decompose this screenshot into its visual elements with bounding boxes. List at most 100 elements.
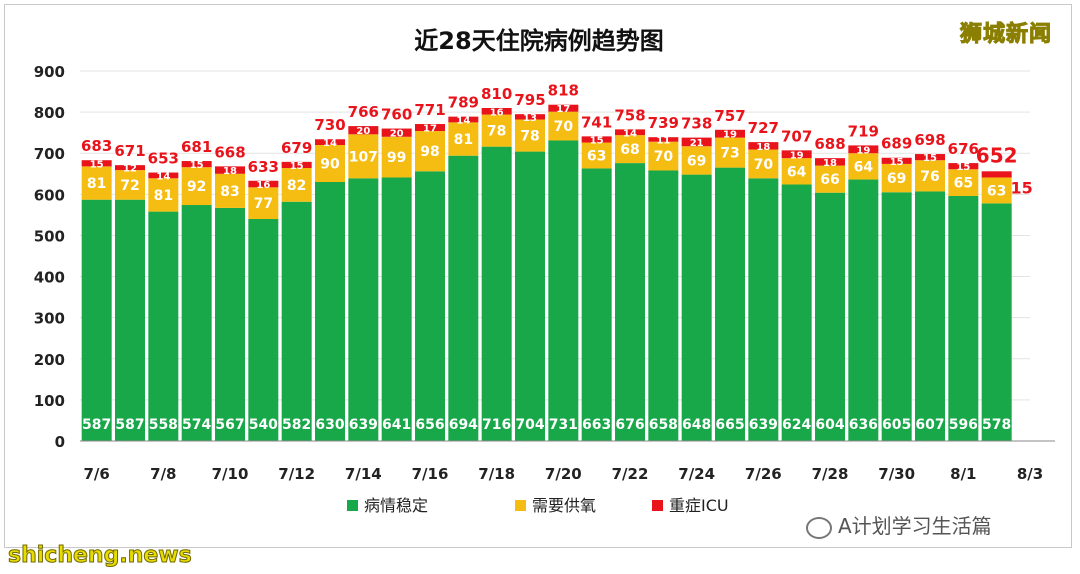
total-label: 741 xyxy=(581,113,612,131)
bar-stable xyxy=(715,167,745,441)
data-label: 574 xyxy=(182,417,211,433)
total-label: 676 xyxy=(948,140,979,158)
y-tick-label: 0 xyxy=(55,433,65,451)
data-label: 582 xyxy=(282,417,311,433)
data-label: 64 xyxy=(787,164,807,180)
bar-oxygen xyxy=(581,142,612,169)
data-label: 731 xyxy=(549,417,578,433)
x-tick-label: 7/20 xyxy=(545,465,582,483)
data-label: 70 xyxy=(554,119,574,135)
bar-icu xyxy=(815,158,845,166)
bar-oxygen xyxy=(415,131,445,172)
data-label: 63 xyxy=(587,148,606,164)
legend-swatch xyxy=(652,500,663,511)
data-label: 639 xyxy=(749,417,778,433)
x-tick-label: 8/1 xyxy=(950,465,976,483)
bar-oxygen xyxy=(881,163,912,193)
bar-icu xyxy=(281,161,312,169)
bar-oxygen xyxy=(681,146,712,175)
bar-stable xyxy=(215,207,245,441)
bar-stable xyxy=(781,184,812,441)
x-tick-label: 7/8 xyxy=(150,465,176,483)
bar-stable xyxy=(181,205,212,441)
data-label: 64 xyxy=(854,159,874,175)
data-label: 90 xyxy=(320,157,340,173)
y-tick-label: 500 xyxy=(34,227,65,245)
data-label: 72 xyxy=(120,178,139,194)
bar-icu xyxy=(481,108,512,115)
data-label: 641 xyxy=(382,417,411,433)
total-label: 688 xyxy=(814,135,845,153)
bar-icu xyxy=(948,163,979,170)
y-tick-label: 800 xyxy=(34,104,65,122)
data-label: 92 xyxy=(187,179,206,195)
data-label: 81 xyxy=(154,188,173,204)
chart-title: 近28天住院病例趋势图 xyxy=(414,27,663,55)
total-label: 679 xyxy=(281,139,312,157)
data-label: 694 xyxy=(449,417,478,433)
data-label: 19 xyxy=(856,145,870,156)
data-label: 20 xyxy=(390,129,404,140)
data-label: 99 xyxy=(387,150,406,166)
data-label: 13 xyxy=(523,113,537,124)
total-label: 758 xyxy=(614,106,645,124)
legend-label: 重症ICU xyxy=(669,496,729,515)
bar-oxygen xyxy=(981,177,1012,204)
bar-stable xyxy=(381,177,412,441)
bar-icu xyxy=(81,160,112,167)
data-label: 81 xyxy=(454,132,473,148)
data-label: 16 xyxy=(256,180,270,191)
total-label: 727 xyxy=(748,119,779,137)
bar-stable xyxy=(981,203,1012,441)
data-label: 18 xyxy=(823,158,837,169)
data-label: 73 xyxy=(720,146,739,162)
bar-oxygen xyxy=(348,134,379,179)
data-label: 15 xyxy=(590,135,604,146)
bar-oxygen xyxy=(115,170,145,200)
total-label: 771 xyxy=(414,101,445,119)
bar-oxygen xyxy=(848,153,879,180)
bar-oxygen xyxy=(248,187,279,219)
data-label: 69 xyxy=(687,153,706,169)
bar-icu xyxy=(615,129,645,136)
x-tick-label: 7/24 xyxy=(678,465,715,483)
bar-icu xyxy=(881,157,912,164)
data-label: 16 xyxy=(490,107,504,118)
bar-oxygen xyxy=(315,145,345,182)
bar-stable xyxy=(915,191,945,441)
bar-icu xyxy=(215,166,245,174)
bar-oxygen xyxy=(715,137,745,168)
data-label: 78 xyxy=(520,129,539,145)
legend-swatch xyxy=(347,500,358,511)
bar-stable xyxy=(248,219,279,441)
bar-stable xyxy=(615,163,645,442)
total-label: 757 xyxy=(714,107,745,125)
total-label: 668 xyxy=(214,143,245,161)
bar-stable xyxy=(115,199,145,441)
data-label: 624 xyxy=(782,417,811,433)
bar-stable xyxy=(748,178,779,442)
x-tick-label: 7/18 xyxy=(478,465,515,483)
bar-oxygen xyxy=(548,111,579,141)
bar-oxygen xyxy=(948,169,979,196)
y-tick-label: 700 xyxy=(34,145,65,163)
bar-stable xyxy=(581,168,612,441)
bar-icu xyxy=(548,104,579,112)
data-label: 587 xyxy=(82,417,111,433)
bar-icu xyxy=(648,137,679,142)
bar-stable xyxy=(481,146,512,441)
bar-stable xyxy=(81,199,112,441)
data-label: 69 xyxy=(887,171,906,187)
hospital-trend-chart: 近28天住院病例趋势图 0 100 200 300 400 500 600 700 800 900 5… xyxy=(34,27,1055,515)
bar-oxygen xyxy=(448,122,479,156)
bar-stable xyxy=(281,201,312,441)
bar-oxygen xyxy=(615,135,645,164)
chart-frame: 近28天住院病例趋势图 0 100 200 300 400 500 600 700 800 900 5… xyxy=(4,4,1072,548)
y-tick-label: 200 xyxy=(34,351,65,369)
data-label: 15 xyxy=(90,159,104,170)
y-tick-label: 100 xyxy=(34,392,65,410)
data-label: 15 xyxy=(1011,178,1033,197)
data-label: 14 xyxy=(323,138,337,149)
data-label: 65 xyxy=(954,176,973,192)
total-label: 707 xyxy=(781,127,812,145)
